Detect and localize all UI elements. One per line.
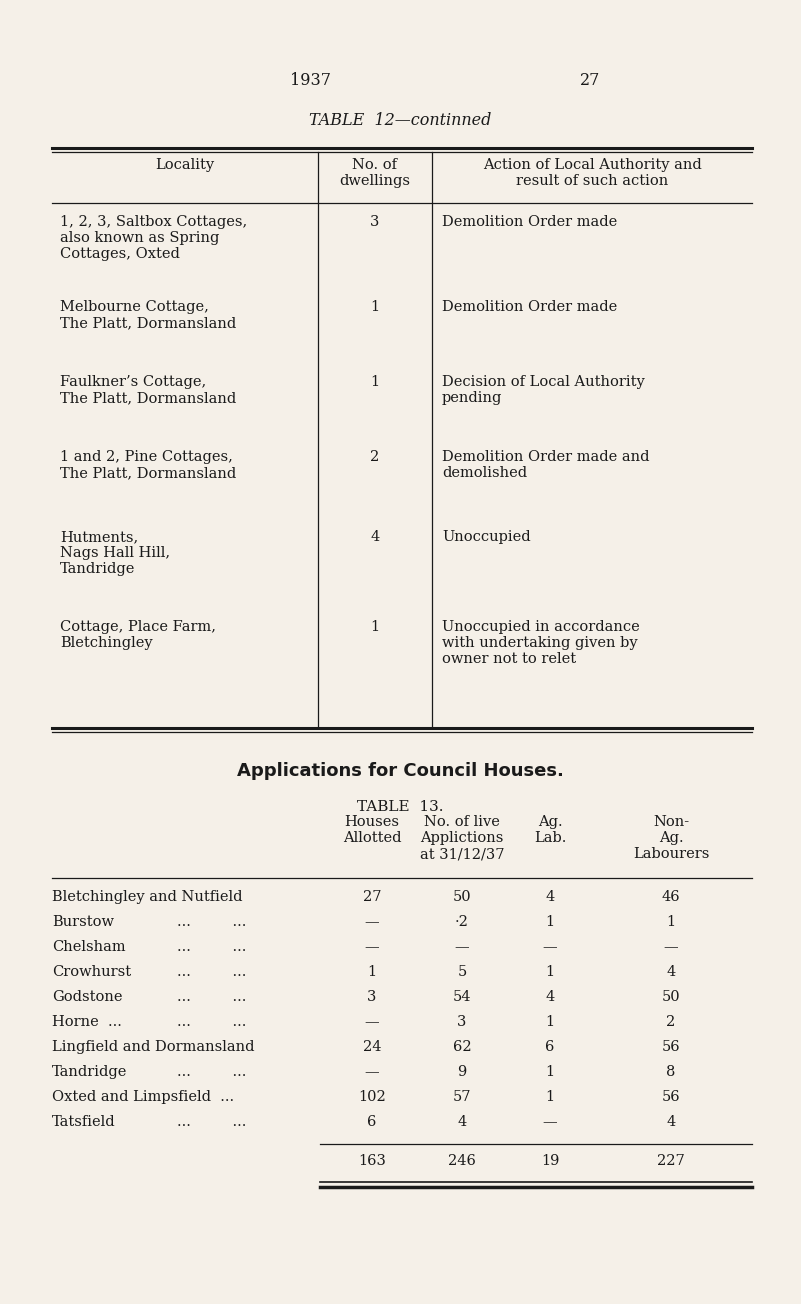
Text: 3: 3 [370, 215, 380, 230]
Text: 4: 4 [545, 990, 554, 1004]
Text: Ag.
Lab.: Ag. Lab. [533, 815, 566, 845]
Text: Houses
Allotted: Houses Allotted [343, 815, 401, 845]
Text: Bletchingley and Nutfield: Bletchingley and Nutfield [52, 891, 243, 904]
Text: ...         ...: ... ... [177, 990, 247, 1004]
Text: Melbourne Cottage,
The Platt, Dormansland: Melbourne Cottage, The Platt, Dormanslan… [60, 300, 236, 330]
Text: 1, 2, 3, Saltbox Cottages,
also known as Spring
Cottages, Oxted: 1, 2, 3, Saltbox Cottages, also known as… [60, 215, 248, 261]
Text: 19: 19 [541, 1154, 559, 1168]
Text: 2: 2 [370, 450, 380, 464]
Text: —: — [364, 940, 380, 955]
Text: 62: 62 [453, 1041, 471, 1054]
Text: 24: 24 [363, 1041, 381, 1054]
Text: —: — [664, 940, 678, 955]
Text: ·2: ·2 [455, 915, 469, 928]
Text: Non-
Ag.
Labourers: Non- Ag. Labourers [633, 815, 709, 862]
Text: 4: 4 [666, 1115, 675, 1129]
Text: Oxted and Limpsfield  ...: Oxted and Limpsfield ... [52, 1090, 234, 1104]
Text: —: — [364, 915, 380, 928]
Text: 56: 56 [662, 1041, 680, 1054]
Text: 6: 6 [545, 1041, 554, 1054]
Text: TABLE  12—continned: TABLE 12—continned [309, 112, 491, 129]
Text: No. of
dwellings: No. of dwellings [340, 158, 410, 188]
Text: TABLE  13.: TABLE 13. [356, 799, 443, 814]
Text: 227: 227 [657, 1154, 685, 1168]
Text: ...         ...: ... ... [177, 940, 247, 955]
Text: Unoccupied: Unoccupied [442, 529, 530, 544]
Text: ...         ...: ... ... [177, 1115, 247, 1129]
Text: 46: 46 [662, 891, 680, 904]
Text: Action of Local Authority and
result of such action: Action of Local Authority and result of … [483, 158, 702, 188]
Text: 27: 27 [580, 72, 600, 89]
Text: Burstow: Burstow [52, 915, 114, 928]
Text: Crowhurst: Crowhurst [52, 965, 131, 979]
Text: 8: 8 [666, 1065, 676, 1078]
Text: 1: 1 [545, 915, 554, 928]
Text: —: — [543, 940, 557, 955]
Text: 1: 1 [545, 965, 554, 979]
Text: 3: 3 [457, 1015, 467, 1029]
Text: Godstone: Godstone [52, 990, 123, 1004]
Text: 57: 57 [453, 1090, 471, 1104]
Text: Cottage, Place Farm,
Bletchingley: Cottage, Place Farm, Bletchingley [60, 619, 216, 651]
Text: 27: 27 [363, 891, 381, 904]
Text: —: — [455, 940, 469, 955]
Text: 4: 4 [457, 1115, 467, 1129]
Text: 1937: 1937 [289, 72, 331, 89]
Text: 1: 1 [370, 300, 380, 314]
Text: 1: 1 [370, 376, 380, 389]
Text: 9: 9 [457, 1065, 467, 1078]
Text: ...         ...: ... ... [177, 1015, 247, 1029]
Text: 3: 3 [368, 990, 376, 1004]
Text: No. of live
Applictions
at 31/12/37: No. of live Applictions at 31/12/37 [420, 815, 505, 862]
Text: ...         ...: ... ... [177, 1065, 247, 1078]
Text: 1: 1 [368, 965, 376, 979]
Text: 1: 1 [545, 1065, 554, 1078]
Text: 102: 102 [358, 1090, 386, 1104]
Text: 4: 4 [666, 965, 675, 979]
Text: 50: 50 [662, 990, 680, 1004]
Text: Faulkner’s Cottage,
The Platt, Dormansland: Faulkner’s Cottage, The Platt, Dormansla… [60, 376, 236, 406]
Text: ...         ...: ... ... [177, 915, 247, 928]
Text: Lingfield and Dormansland: Lingfield and Dormansland [52, 1041, 255, 1054]
Text: 1: 1 [545, 1015, 554, 1029]
Text: 1: 1 [666, 915, 675, 928]
Text: 1: 1 [370, 619, 380, 634]
Text: 4: 4 [370, 529, 380, 544]
Text: Tandridge: Tandridge [52, 1065, 127, 1078]
Text: Demolition Order made: Demolition Order made [442, 300, 618, 314]
Text: Tatsfield: Tatsfield [52, 1115, 115, 1129]
Text: 50: 50 [453, 891, 471, 904]
Text: Chelsham: Chelsham [52, 940, 126, 955]
Text: 4: 4 [545, 891, 554, 904]
Text: Applications for Council Houses.: Applications for Council Houses. [236, 762, 563, 780]
Text: 1 and 2, Pine Cottages,
The Platt, Dormansland: 1 and 2, Pine Cottages, The Platt, Dorma… [60, 450, 236, 480]
Text: Unoccupied in accordance
with undertaking given by
owner not to relet: Unoccupied in accordance with undertakin… [442, 619, 640, 666]
Text: 2: 2 [666, 1015, 675, 1029]
Text: Decision of Local Authority
pending: Decision of Local Authority pending [442, 376, 645, 406]
Text: 54: 54 [453, 990, 471, 1004]
Text: Horne  ...: Horne ... [52, 1015, 122, 1029]
Text: 1: 1 [545, 1090, 554, 1104]
Text: 246: 246 [448, 1154, 476, 1168]
Text: Locality: Locality [155, 158, 215, 172]
Text: Demolition Order made: Demolition Order made [442, 215, 618, 230]
Text: ...         ...: ... ... [177, 965, 247, 979]
Text: 5: 5 [457, 965, 467, 979]
Text: —: — [543, 1115, 557, 1129]
Text: 56: 56 [662, 1090, 680, 1104]
Text: —: — [364, 1065, 380, 1078]
Text: 163: 163 [358, 1154, 386, 1168]
Text: Hutments,
Nags Hall Hill,
Tandridge: Hutments, Nags Hall Hill, Tandridge [60, 529, 170, 576]
Text: 6: 6 [368, 1115, 376, 1129]
Text: —: — [364, 1015, 380, 1029]
Text: Demolition Order made and
demolished: Demolition Order made and demolished [442, 450, 650, 480]
